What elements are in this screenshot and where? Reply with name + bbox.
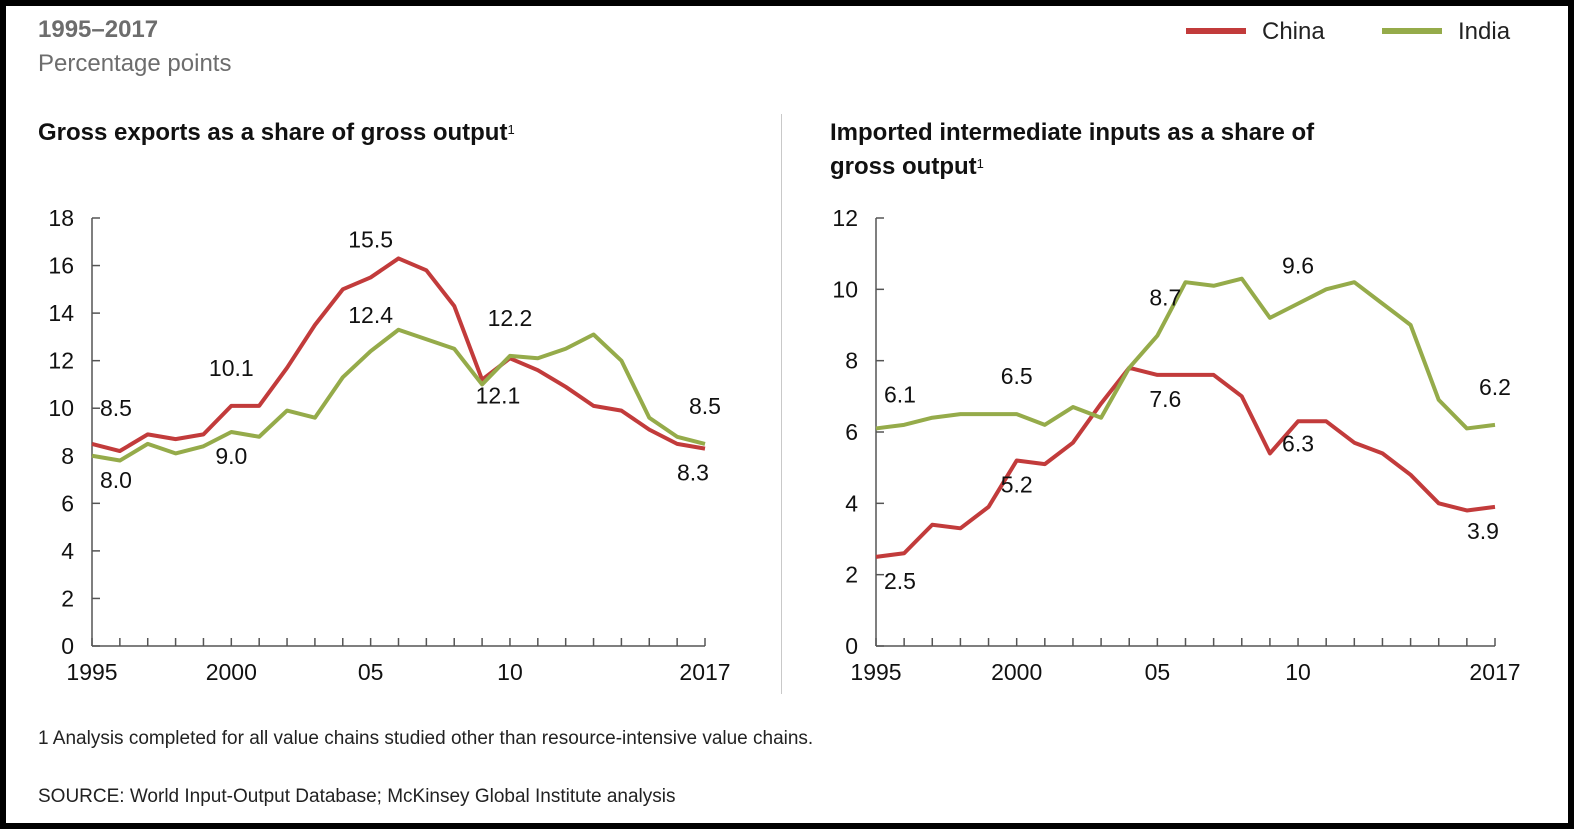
series-line-china-right [875, 365, 1496, 559]
y-tick-label-left: 16 [48, 253, 74, 279]
footnote: 1 Analysis completed for all value chain… [38, 728, 814, 749]
x-tick-label-left: 1995 [66, 659, 117, 685]
data-label-left: 15.5 [348, 226, 393, 252]
y-tick-label-left: 2 [61, 585, 74, 611]
x-tick-label-left: 2000 [206, 659, 257, 685]
chart-figure: 1995–2017 Percentage points China India … [6, 6, 1568, 823]
data-label-left: 8.5 [100, 395, 132, 421]
y-tick-label-right: 2 [845, 562, 858, 588]
y-tick-label-left: 8 [61, 443, 74, 469]
unit-label: Percentage points [38, 50, 232, 77]
panel-title-left: Gross exports as a share of gross output… [38, 116, 515, 150]
panel-title-right: Imported intermediate inputs as a share … [830, 116, 1314, 184]
y-tick-label-right: 4 [845, 490, 858, 516]
legend-label-china: China [1262, 18, 1325, 45]
source-note: SOURCE: World Input-Output Database; McK… [38, 786, 676, 807]
legend-swatch-china [1186, 27, 1246, 34]
panel-title-right-line2: gross output [830, 153, 977, 180]
x-tick-label-right: 1995 [850, 659, 901, 685]
y-tick-label-left: 0 [61, 633, 74, 659]
data-label-right: 7.6 [1149, 386, 1181, 412]
legend-label-india: India [1458, 18, 1511, 45]
x-tick-label-right: 05 [1145, 659, 1171, 685]
series-line-china-left [91, 256, 706, 454]
data-label-left: 9.0 [215, 443, 247, 469]
data-label-right: 5.2 [1001, 472, 1033, 498]
y-tick-label-right: 10 [832, 276, 858, 302]
data-label-right: 6.2 [1479, 374, 1511, 400]
data-label-right: 3.9 [1467, 518, 1499, 544]
legend-swatch-india [1382, 27, 1442, 34]
panel-title-left-text: Gross exports as a share of gross output [38, 119, 508, 146]
data-label-left: 12.2 [488, 305, 533, 331]
series-line-india-left [91, 327, 706, 463]
data-label-left: 10.1 [209, 355, 254, 381]
line-charts: 0 2 4 6 8 10 12 14 16 18 1995 2000 05 10 2017 8.5 8.0 10.… [48, 205, 1520, 685]
series-line-india-right [875, 276, 1496, 431]
footnote-marker: 1 [507, 122, 515, 137]
y-tick-label-right: 6 [845, 419, 858, 445]
legend-item-china: China [1186, 18, 1325, 46]
data-label-right: 8.7 [1149, 285, 1181, 311]
y-tick-label-right: 8 [845, 348, 858, 374]
x-tick-label-right: 2000 [991, 659, 1042, 685]
footnote-marker: 1 [976, 156, 984, 171]
y-tick-label-left: 4 [61, 538, 74, 564]
data-label-right: 6.3 [1282, 430, 1314, 456]
data-label-left: 8.5 [689, 393, 721, 419]
data-label-left: 8.3 [677, 460, 709, 486]
x-tick-label-left: 05 [358, 659, 384, 685]
y-tick-label-left: 10 [48, 395, 74, 421]
data-label-right: 6.1 [884, 381, 916, 407]
data-label-right: 6.5 [1001, 363, 1033, 389]
period-label: 1995–2017 [38, 16, 159, 43]
x-tick-label-right: 2017 [1469, 659, 1520, 685]
y-tick-label-left: 18 [48, 205, 74, 231]
panel-divider [781, 114, 782, 694]
data-label-left: 12.1 [476, 382, 521, 408]
x-tick-label-left: 2017 [679, 659, 730, 685]
y-tick-label-left: 6 [61, 490, 74, 516]
data-label-left: 8.0 [100, 467, 132, 493]
y-tick-label-left: 12 [48, 348, 74, 374]
y-tick-label-right: 12 [832, 205, 858, 231]
data-label-left: 12.4 [348, 302, 393, 328]
panel-title-right-line1: Imported intermediate inputs as a share … [830, 119, 1315, 146]
data-label-right: 2.5 [884, 568, 916, 594]
x-tick-label-right: 10 [1285, 659, 1311, 685]
data-label-right: 9.6 [1282, 253, 1314, 279]
y-tick-label-right: 0 [845, 633, 858, 659]
legend-item-india: India [1382, 18, 1510, 46]
y-tick-label-left: 14 [48, 300, 74, 326]
x-tick-label-left: 10 [497, 659, 523, 685]
